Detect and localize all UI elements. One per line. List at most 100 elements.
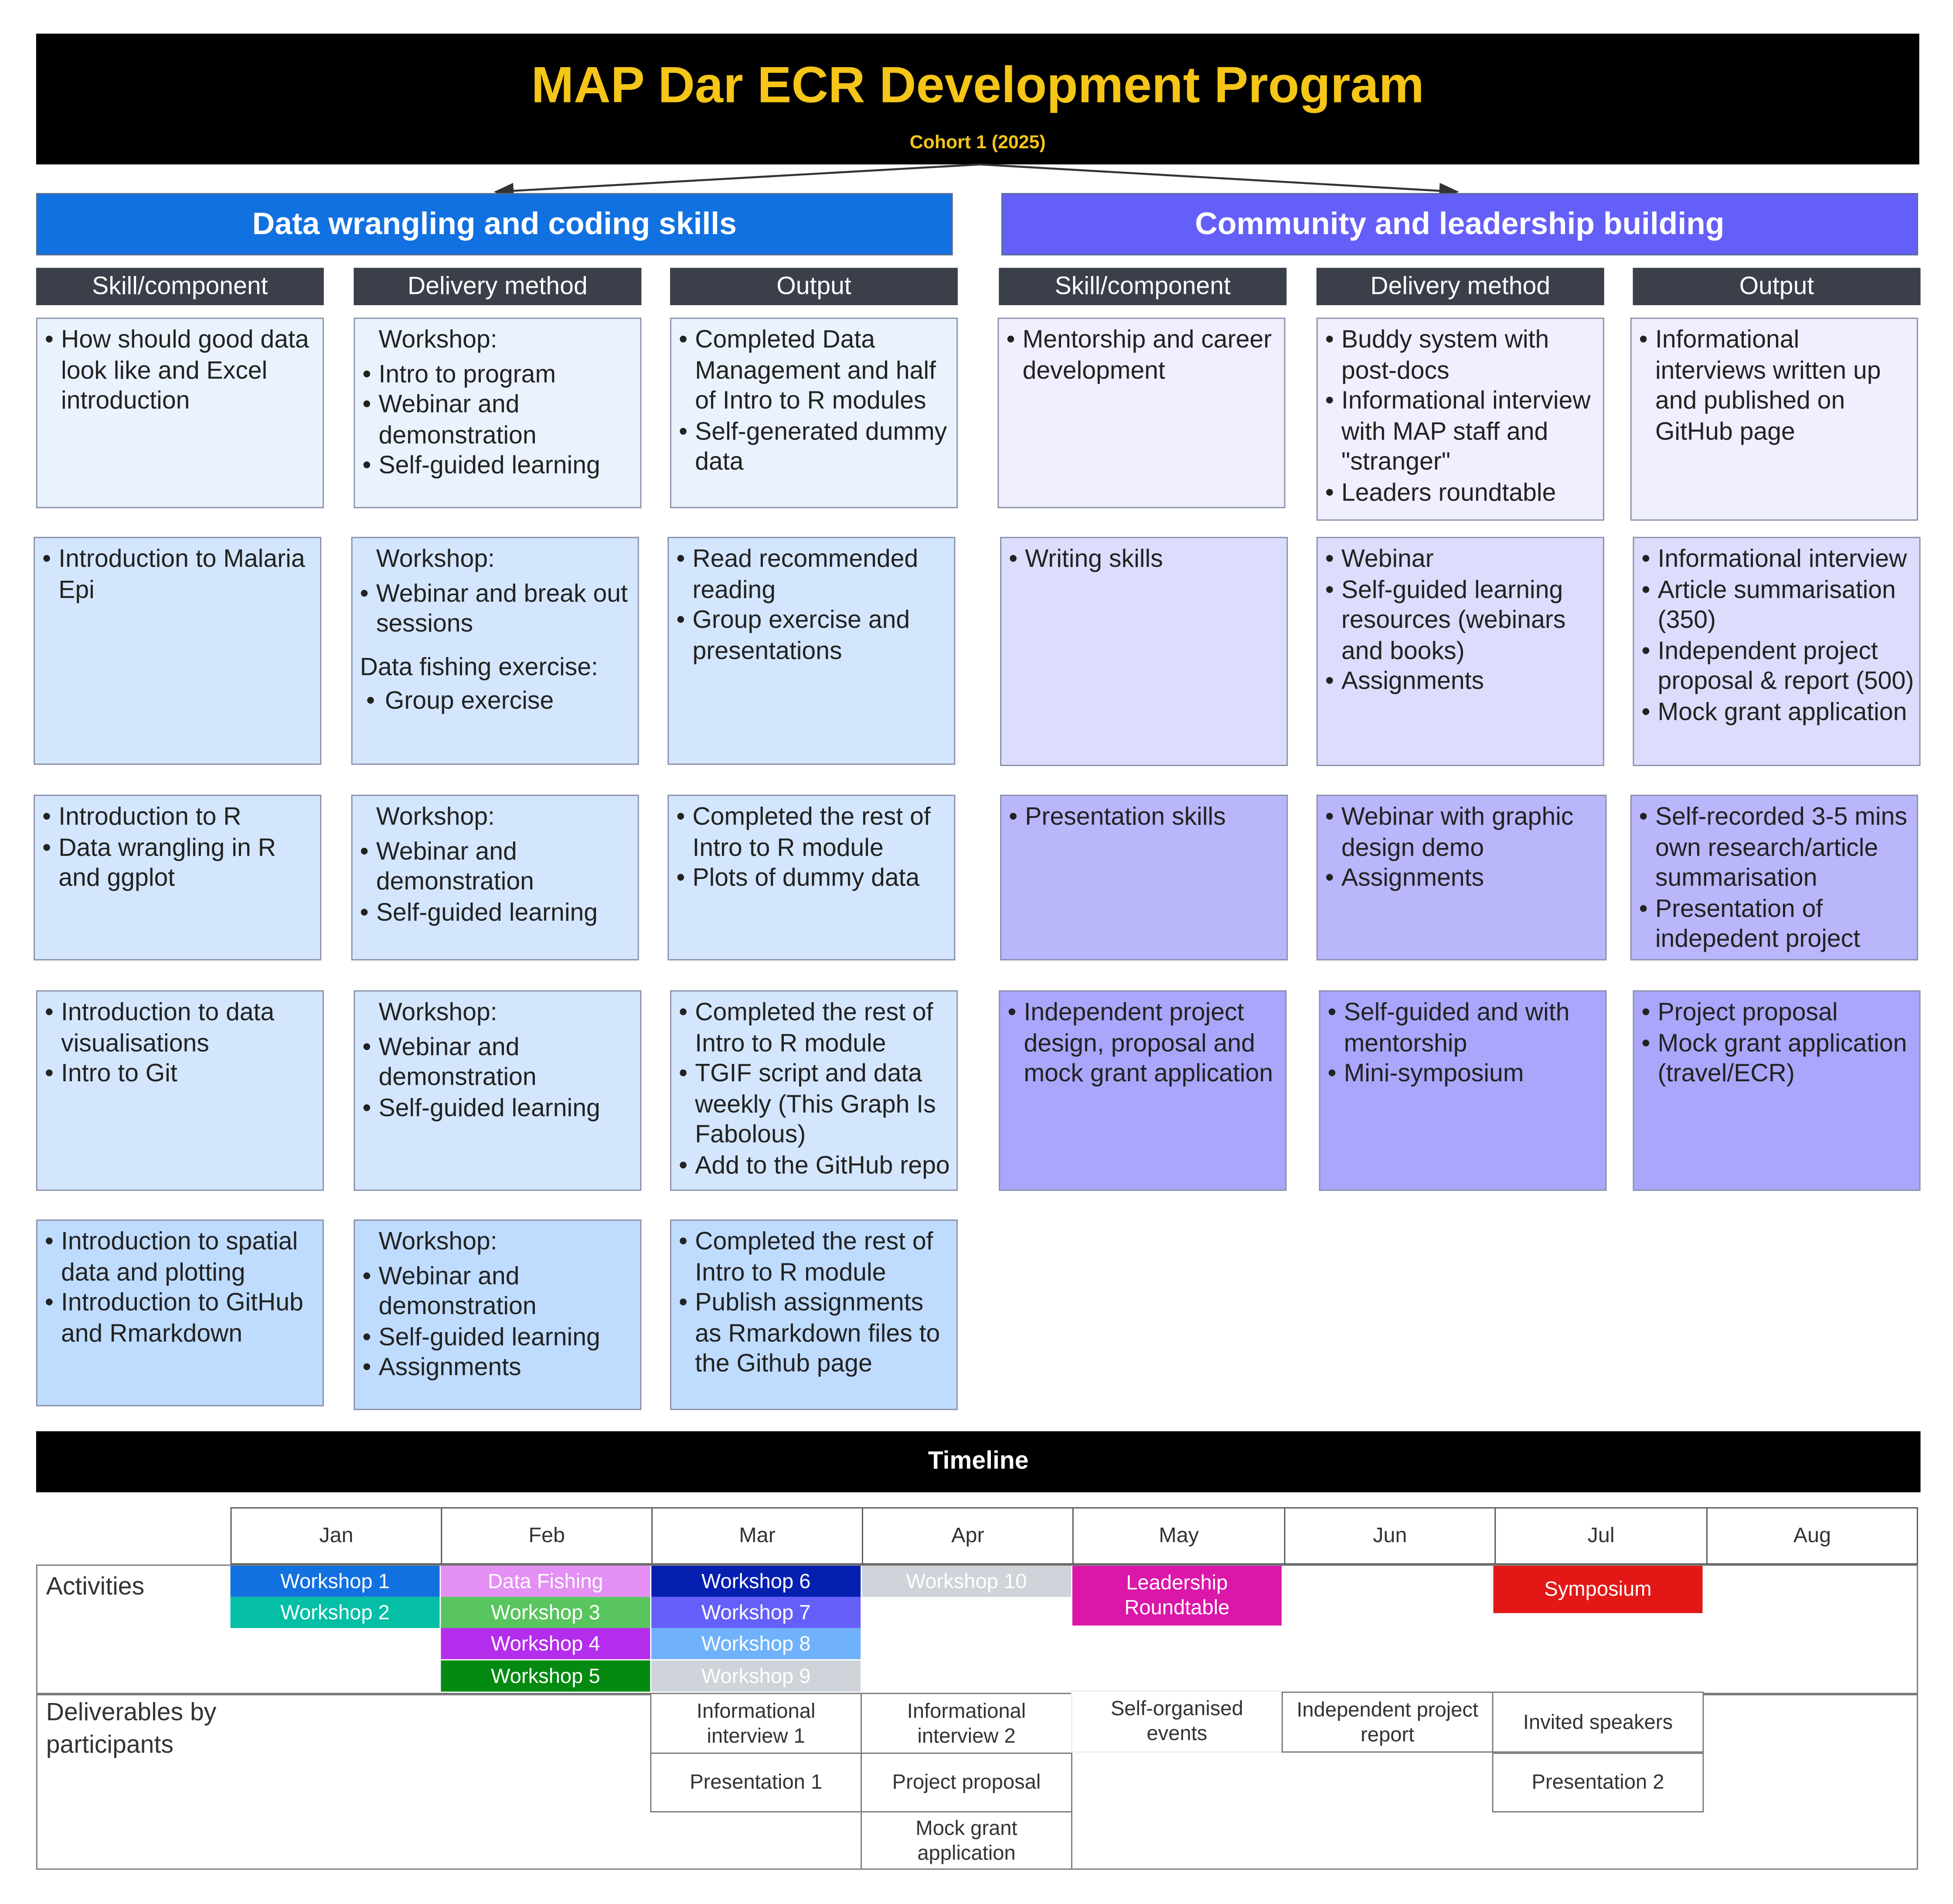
skill-item: Mentorship and career development (1006, 325, 1279, 386)
output-item: Completed the rest of Intro to R module (679, 1227, 952, 1288)
output-item: Publish assignments as Rmarkdown files t… (679, 1288, 952, 1379)
output-item: Completed the rest of Intro to R module (676, 802, 949, 863)
delivery-item: Assignments (362, 1353, 635, 1383)
output-card: Completed the rest of Intro to R module … (667, 794, 956, 961)
output-item: Mock grant application (1642, 697, 1915, 727)
activity-workshop-4: Workshop 4 (441, 1628, 650, 1659)
output-item: Presentation of indepedent project (1639, 894, 1912, 955)
activity-symposium: Symposium (1493, 1566, 1703, 1613)
month-apr: Apr (862, 1507, 1074, 1565)
output-item: TGIF script and data weekly (This Graph … (679, 1059, 952, 1150)
activity-leadership-roundtable: Leadership Roundtable (1072, 1566, 1282, 1626)
deliverable-presentation-1: Presentation 1 (650, 1752, 862, 1812)
cohort-subtitle: Cohort 1 (2025) (909, 132, 1046, 153)
month-jul: Jul (1494, 1507, 1708, 1565)
skill-item: Introduction to Malaria Epi (42, 545, 315, 606)
activity-workshop-5: Workshop 5 (441, 1660, 650, 1692)
output-card: Completed the rest of Intro to R module … (670, 1219, 958, 1410)
delivery-item: Self-guided learning (362, 1093, 635, 1124)
deliverable-independent-project-report: Independent project report (1281, 1691, 1494, 1753)
output-item: Mock grant application (travel/ECR) (1642, 1028, 1915, 1089)
output-item: Independent project proposal & report (5… (1642, 636, 1915, 697)
delivery-item: Self-guided learning (360, 897, 633, 928)
timeline-header: Timeline (36, 1431, 1921, 1492)
delivery-item: Intro to program (362, 359, 635, 390)
deliverable-self-organised-events: Self-organised events (1071, 1690, 1283, 1753)
skill-item: Data wrangling in R and ggplot (42, 833, 315, 894)
delivery-card: Workshop: Webinar and break out sessions… (351, 537, 639, 765)
output-item: Add to the GitHub repo (679, 1150, 952, 1181)
delivery-item: Self-guided and with mentorship (1328, 998, 1601, 1059)
delivery-card: Webinar Self-guided learning resources (… (1316, 537, 1604, 766)
activity-workshop-3: Workshop 3 (441, 1597, 650, 1628)
section-header-community: Community and leadership building (1001, 193, 1918, 255)
delivery-item: Mini-symposium (1328, 1059, 1601, 1089)
skill-item: Introduction to data visualisations (45, 998, 318, 1059)
delivery-card: Buddy system with post-docs Informationa… (1316, 317, 1604, 521)
delivery-card: Workshop: Webinar and demonstration Self… (351, 794, 639, 961)
output-item: Completed the rest of Intro to R module (679, 998, 952, 1059)
output-card: Informational interviews written up and … (1630, 317, 1918, 521)
activity-workshop-8: Workshop 8 (651, 1628, 861, 1659)
output-item: Plots of dummy data (676, 863, 949, 894)
month-aug: Aug (1706, 1507, 1918, 1565)
month-feb: Feb (441, 1507, 653, 1565)
delivery-card: Workshop: Webinar and demonstration Self… (354, 1219, 642, 1410)
activities-label: Activities (46, 1573, 145, 1601)
skill-card: Independent project design, proposal and… (999, 990, 1287, 1191)
delivery-card: Workshop: Intro to program Webinar and d… (354, 317, 642, 508)
delivery-lead: Workshop: (376, 545, 495, 573)
deliverable-mock-grant: Mock grant application (861, 1811, 1072, 1870)
output-item: Group exercise and presentations (676, 606, 949, 667)
deliverable-informational-interview-2: Informational interview 2 (861, 1693, 1072, 1754)
delivery-lead: Workshop: (378, 1228, 497, 1256)
output-item: Completed Data Management and half of In… (679, 325, 952, 417)
skill-item: Writing skills (1009, 545, 1282, 575)
delivery-item: Webinar and demonstration (362, 1032, 635, 1093)
output-card: Informational interview Article summaris… (1633, 537, 1921, 766)
delivery-item: Webinar with graphic design demo (1325, 802, 1600, 863)
output-card: Self-recorded 3-5 mins own research/arti… (1630, 794, 1918, 961)
col-header-skill: Skill/component (36, 268, 324, 305)
deliverables-label: Deliverables by participants (46, 1699, 217, 1759)
delivery-item: Assignments (1325, 666, 1598, 697)
output-item: Informational interviews written up and … (1639, 325, 1912, 447)
delivery-item: Self-guided learning (362, 451, 635, 481)
output-item: Self-generated dummy data (679, 417, 952, 478)
delivery-item: Webinar and demonstration (360, 836, 633, 897)
output-card: Read recommended reading Group exercise … (667, 537, 956, 765)
delivery-item: Webinar and demonstration (362, 1261, 635, 1322)
delivery-lead: Workshop: (376, 803, 495, 831)
section-header-data-wrangling: Data wrangling and coding skills (36, 193, 953, 255)
skill-item: How should good data look like and Excel… (45, 325, 318, 417)
skill-card: Introduction to spatial data and plottin… (36, 1219, 324, 1407)
skill-item: Presentation skills (1009, 802, 1282, 833)
activity-workshop-1: Workshop 1 (230, 1566, 440, 1597)
delivery-item: Webinar (1325, 545, 1598, 575)
skill-item: Introduction to R (42, 802, 315, 833)
program-title-banner: MAP Dar ECR Development Program Cohort 1… (36, 34, 1919, 165)
output-card: Completed Data Management and half of In… (670, 317, 958, 508)
skill-item: Introduction to GitHub and Rmarkdown (45, 1288, 318, 1349)
delivery-item: Webinar and demonstration (362, 390, 635, 451)
program-title: MAP Dar ECR Development Program (531, 56, 1424, 113)
skill-card: Presentation skills (1000, 794, 1288, 961)
activity-workshop-10: Workshop 10 (862, 1566, 1072, 1597)
activity-data-fishing: Data Fishing (441, 1566, 650, 1597)
month-mar: Mar (651, 1507, 863, 1565)
delivery-card: Self-guided and with mentorship Mini-sym… (1319, 990, 1607, 1191)
skill-card: Introduction to data visualisations Intr… (36, 990, 324, 1191)
activity-workshop-9: Workshop 9 (651, 1660, 861, 1692)
skill-card: Introduction to Malaria Epi (34, 537, 322, 765)
connector-arrows (493, 163, 1460, 199)
deliverable-presentation-2: Presentation 2 (1492, 1752, 1704, 1812)
delivery-item: Assignments (1325, 863, 1600, 894)
activity-workshop-7: Workshop 7 (651, 1597, 861, 1628)
col-header-delivery: Delivery method (1316, 268, 1604, 305)
col-header-delivery: Delivery method (354, 268, 642, 305)
delivery-item: Leaders roundtable (1325, 478, 1598, 508)
deliverable-invited-speakers: Invited speakers (1492, 1691, 1704, 1753)
output-item: Article summarisation (350) (1642, 575, 1915, 636)
delivery-lead: Workshop: (378, 999, 497, 1027)
skill-card: How should good data look like and Excel… (36, 317, 324, 508)
